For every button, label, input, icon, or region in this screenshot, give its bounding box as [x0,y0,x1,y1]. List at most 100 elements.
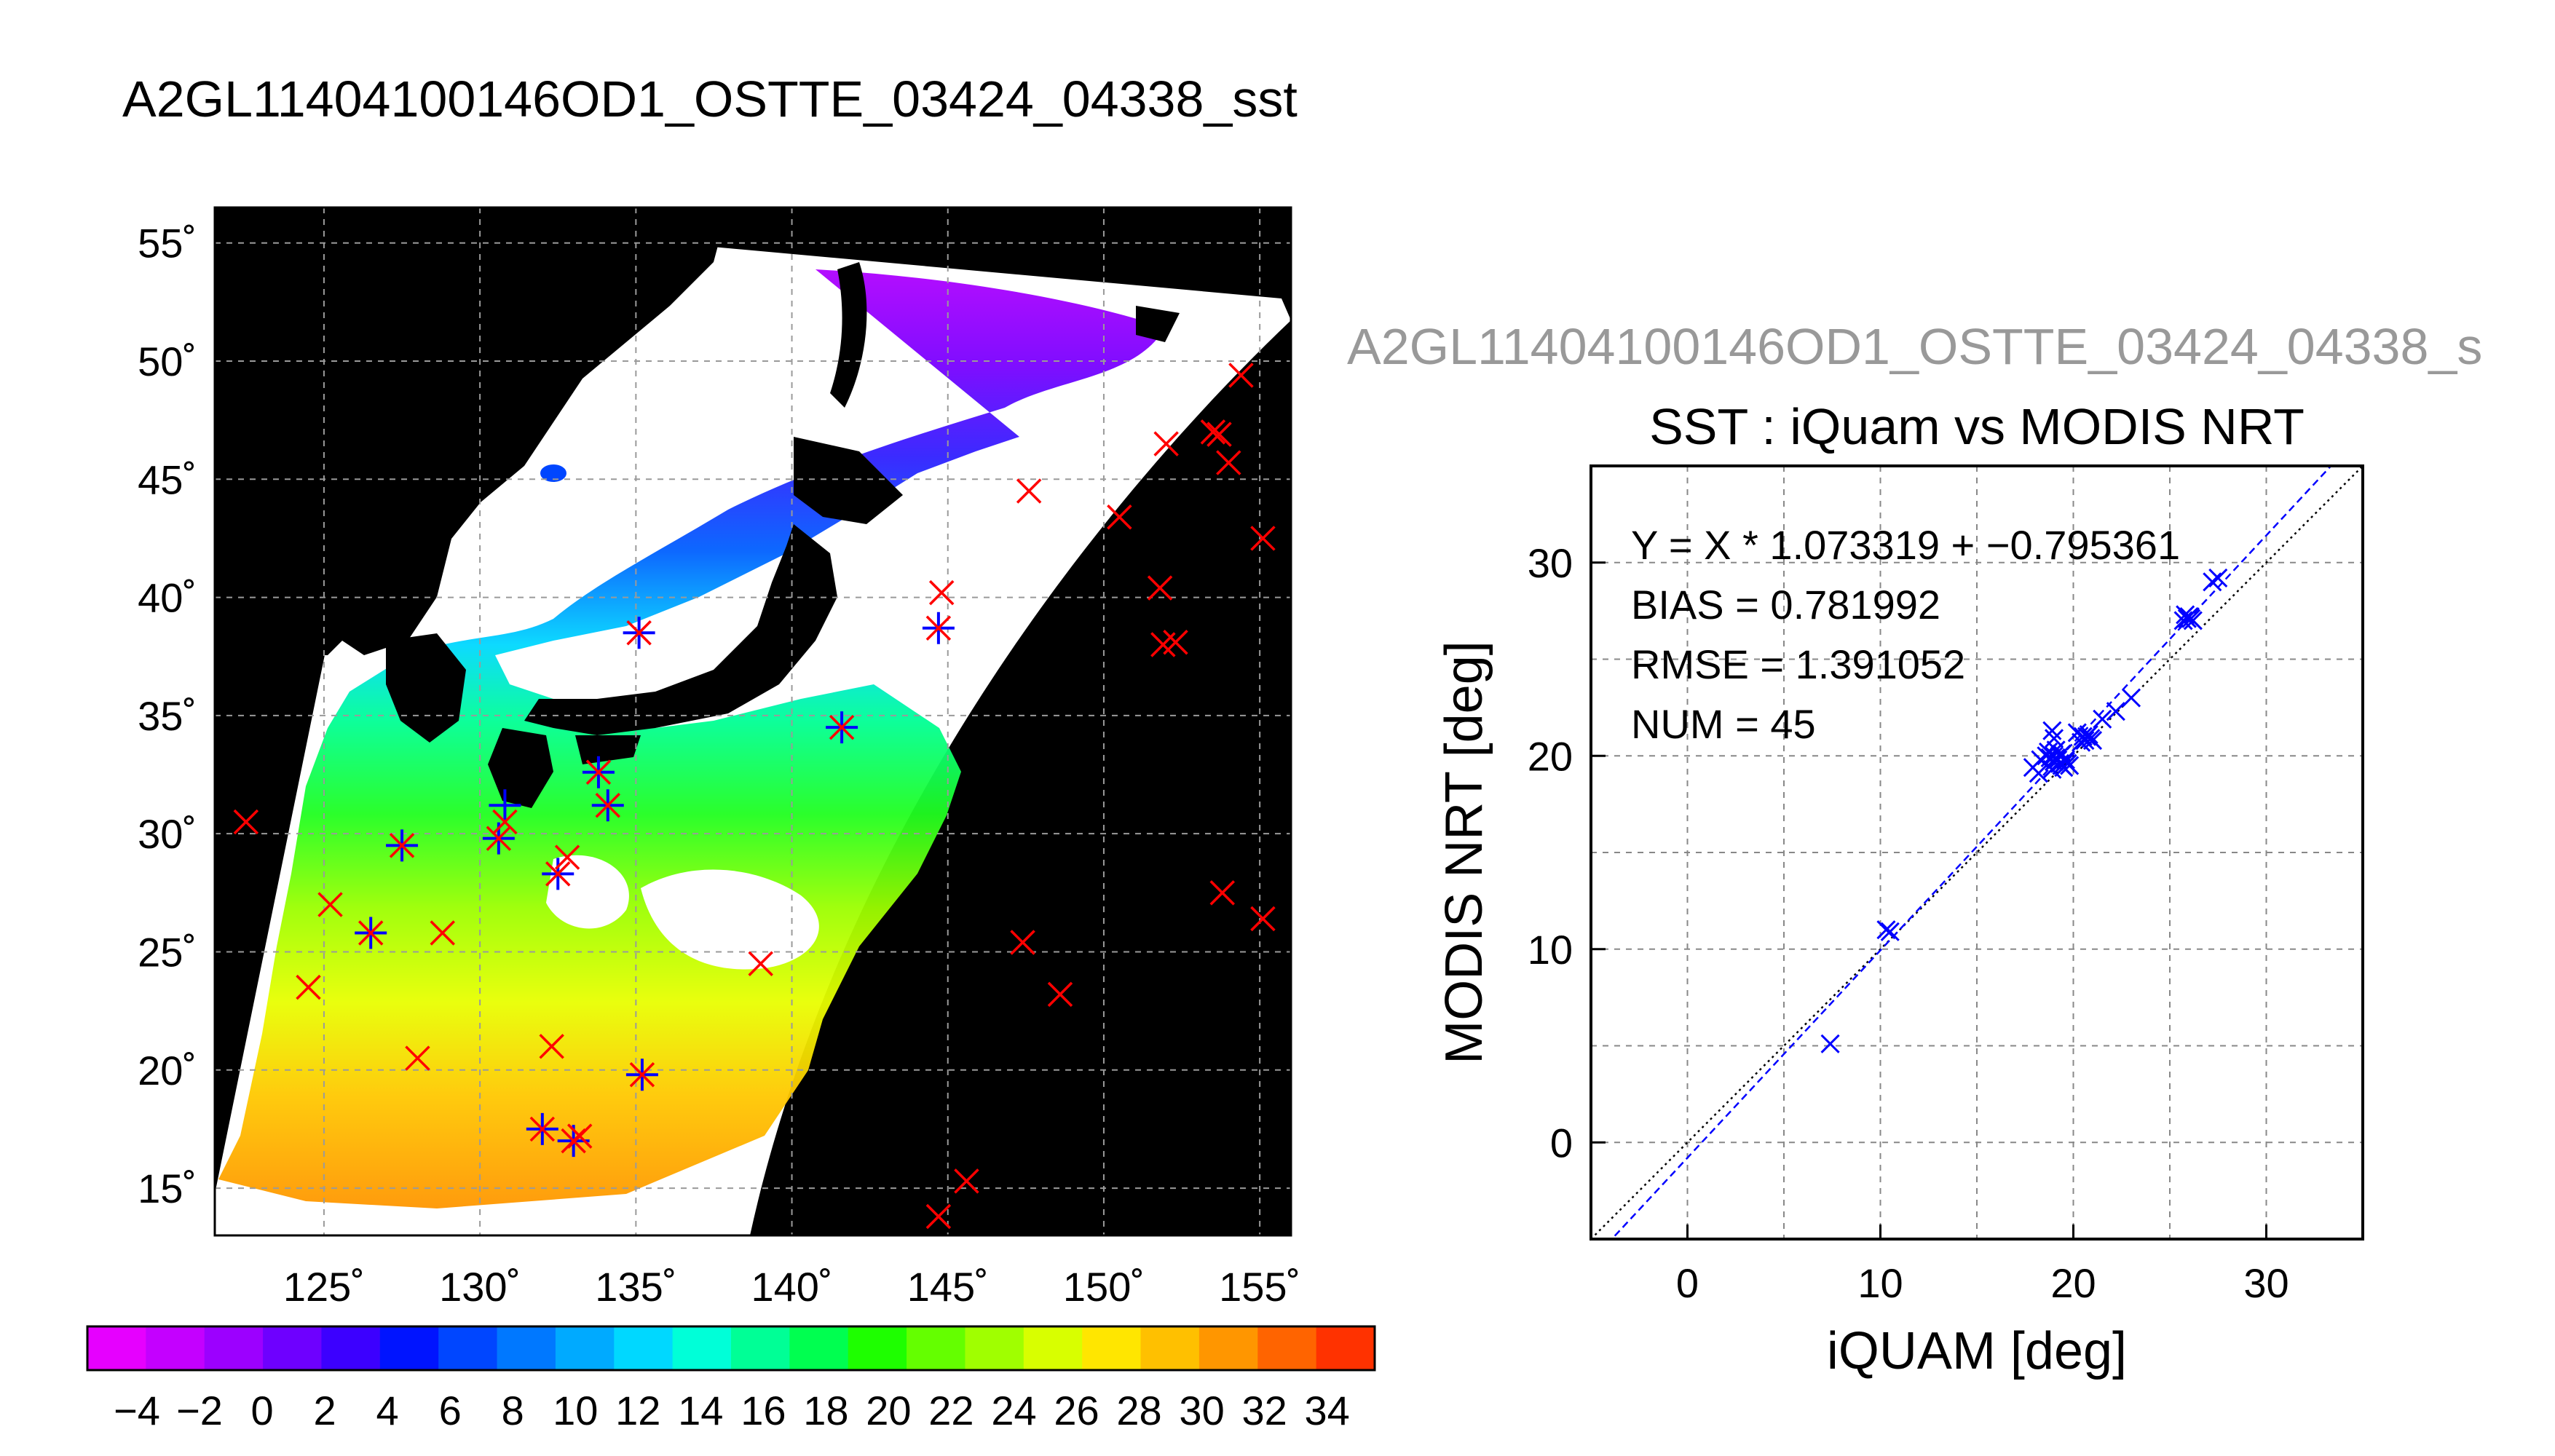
stat-num: NUM = 45 [1631,701,1816,747]
colorbar-tick-label: 0 [250,1388,273,1433]
scatter-point [1876,920,1896,940]
land-honshu [524,524,837,735]
buoy-marker [317,892,343,917]
buoy-marker [1107,504,1132,530]
colorbar-bin [379,1326,439,1370]
colorbar-bin [789,1326,849,1370]
scatter-ytick-label: 0 [1550,1120,1573,1166]
scatter-point [2042,721,2062,740]
buoy-marker [430,920,455,946]
lake [540,464,566,482]
buoy-marker [1207,422,1232,447]
colorbar-bin [848,1326,907,1370]
buoy-marker [539,1034,564,1059]
buoy-marker [1200,419,1226,445]
colorbar-bin [614,1326,674,1370]
buoy-marker [1250,526,1276,551]
buoy-marker [585,759,612,786]
colorbar-tick-label: 20 [866,1388,911,1433]
scatter-ticks: 0 10 20 30 0 10 20 30 [1528,540,2289,1306]
colorbar-tick-label: 16 [741,1388,786,1433]
buoy-marker [358,920,384,946]
colorbar-tick-label: 18 [803,1388,848,1433]
colorbar-tick-label: 34 [1304,1388,1349,1433]
buoy-marker [629,1062,655,1088]
buoy-marker [1163,630,1188,655]
one-to-one-line [1591,466,2363,1239]
map-lat-tick-label: 45˚ [138,456,197,502]
sst-map: 125˚ 130˚ 135˚ 140˚ 145˚ 150˚ 155˚ 15˚ 20˚ 25˚ 30˚… [138,206,1300,1310]
scatter-ytick-label: 20 [1528,733,1573,779]
scatter-ytick-label: 10 [1528,927,1573,973]
scatter-point [2121,688,2141,708]
colorbar-tick-label: 28 [1116,1388,1161,1433]
colorbar-bin [146,1326,205,1370]
map-title: A2GL11404100146OD1_OSTTE_03424_04338_sst [122,71,1298,127]
map-lat-tick-label: 20˚ [138,1048,197,1093]
map-lon-tick-label: 130˚ [439,1264,521,1310]
scatter-frame [1590,464,2364,1241]
colorbar-bin [965,1326,1024,1370]
scatter-point [2203,572,2222,592]
colorbar-bin [438,1326,498,1370]
colorbar-tick-label: 12 [615,1388,660,1433]
scatter-header: A2GL11404100146OD1_OSTTE_03424_04338_s [1347,318,2482,375]
buoy-marker [1147,575,1173,601]
scatter-point [2067,723,2087,743]
map-frame [213,206,1292,1237]
map-lon-tick-label: 150˚ [1063,1264,1145,1310]
scatter-point [2173,611,2193,630]
regression-line [1610,466,2332,1239]
buoy-marker [1010,930,1035,955]
colorbar-bin [497,1326,556,1370]
map-markers [233,363,1276,1230]
buoy-marker [554,844,580,870]
colorbar-tick-label: 22 [928,1388,974,1433]
matched-buoy-marker [489,789,521,822]
colorbar-bin [1198,1326,1258,1370]
buoy-marker [1228,363,1254,388]
map-lon-tick-label: 135˚ [595,1264,676,1310]
colorbar-tick-label: −4 [114,1388,160,1433]
scatter-point [2082,730,2103,751]
scatter-point [2093,709,2112,729]
buoy-marker [529,1116,556,1142]
scatter-point [2072,732,2091,752]
map-grid [215,207,1291,1235]
scatter-point [2060,756,2080,775]
colorbar-tick-label: 4 [376,1388,399,1433]
buoy-marker [1047,981,1073,1008]
colorbar-tick-label: −2 [176,1388,223,1433]
colorbar-bin [1316,1326,1375,1370]
scatter-point [1880,922,1900,941]
map-lon-tick-label: 140˚ [751,1264,833,1310]
scatter-point [2042,759,2062,779]
buoy-marker [389,833,415,858]
colorbar-tick-label: 8 [502,1388,524,1433]
land-kurils [1136,306,1180,342]
colorbar-labels: −4 −2 0 2 4 6 8 10 12 14 16 18 20 22 24 26 28 30 32 34 [114,1388,1350,1433]
buoy-marker [626,620,652,646]
colorbar [86,1325,1376,1372]
colorbar-bin [731,1326,790,1370]
colorbar-bin [1257,1326,1317,1370]
scatter-stats: Y = X * 1.073319 + −0.795361 BIAS = 0.78… [1631,522,2180,747]
buoy-marker [405,1045,430,1071]
colorbar-bin [672,1326,732,1370]
buoy-marker [1250,906,1276,932]
colorbar-bin [1140,1326,1200,1370]
map-lat-tick-label: 35˚ [138,693,197,739]
buoy-marker [1216,450,1241,475]
colorbar-tick-label: 14 [678,1388,723,1433]
scatter-point [2208,568,2228,588]
buoy-marker [545,861,571,887]
cloud-patch [641,869,819,970]
colorbar-bin [321,1326,381,1370]
scatter-point [2029,764,2048,783]
colorbar-tick-label: 26 [1054,1388,1099,1433]
buoy-marker [925,1203,952,1230]
scatter-grid [1591,466,2363,1239]
land-kyushu [488,728,553,808]
map-lat-tick-label: 25˚ [138,929,197,975]
